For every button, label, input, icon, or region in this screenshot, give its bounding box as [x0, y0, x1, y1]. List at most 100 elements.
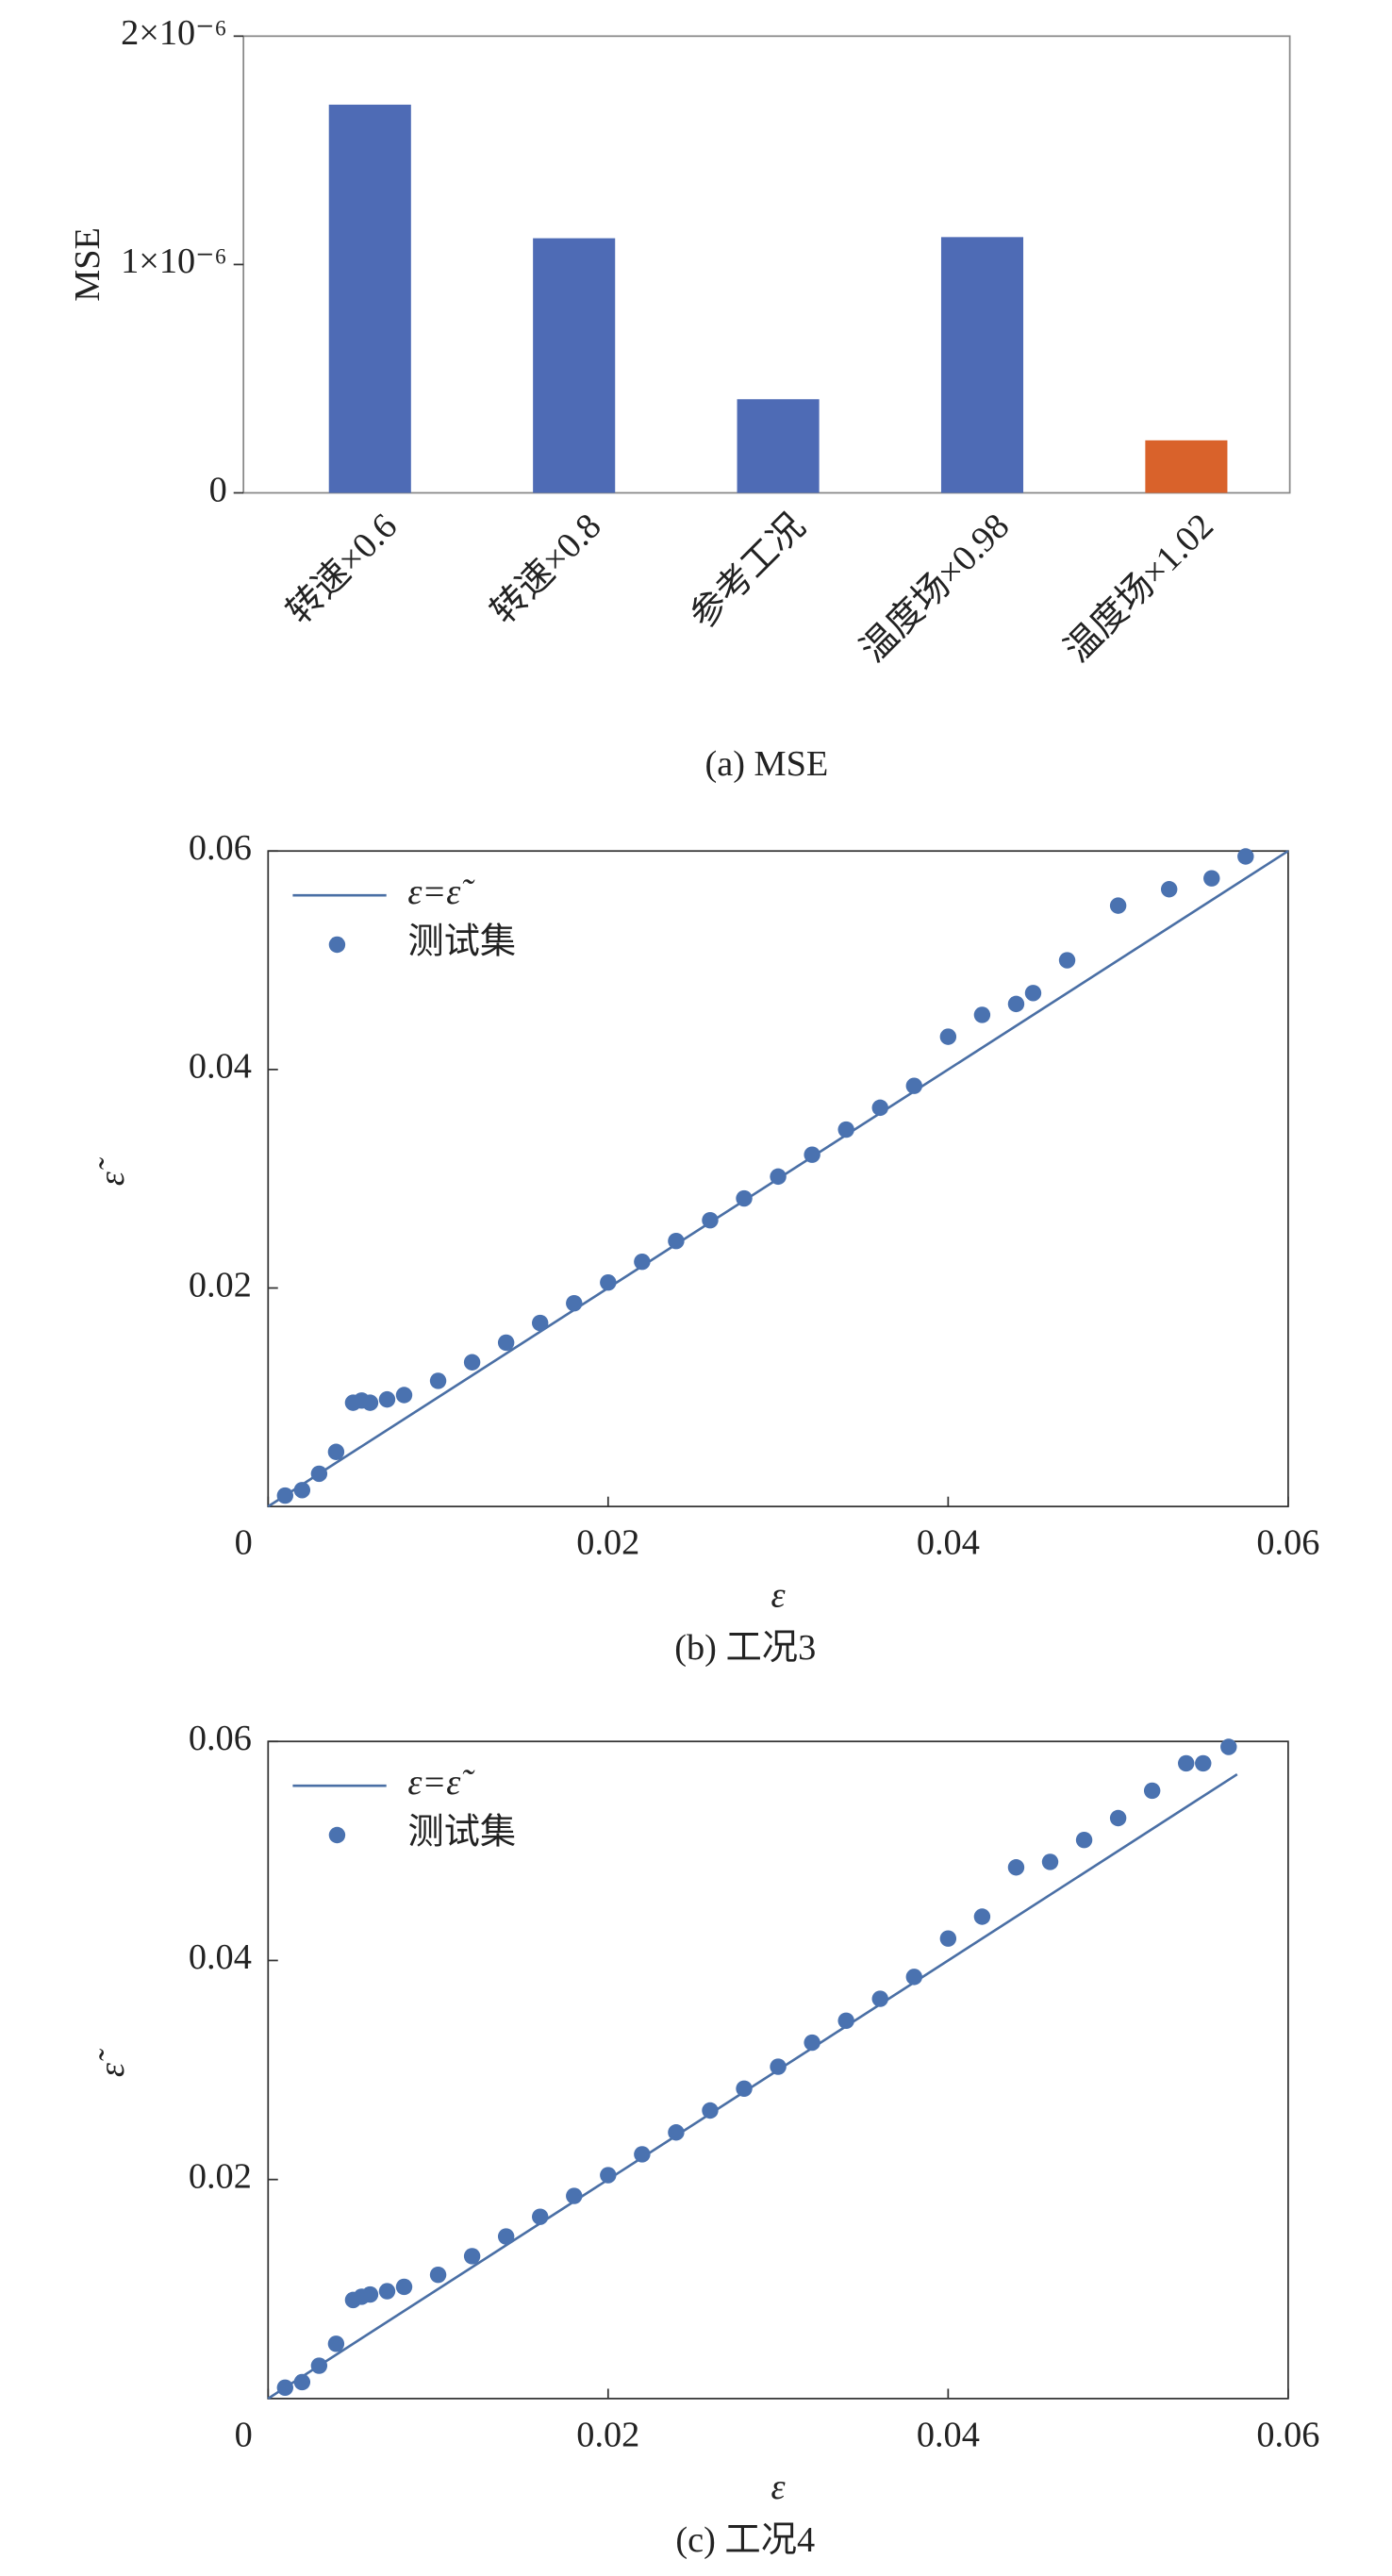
data-point [905, 1077, 923, 1094]
x-axis-label: ε [771, 2468, 787, 2507]
data-point [429, 2266, 447, 2284]
data-point [939, 1930, 957, 1947]
data-point [668, 2124, 685, 2141]
data-point [600, 1274, 617, 1291]
data-point [497, 1334, 515, 1352]
data-point [634, 1253, 651, 1271]
data-point [600, 2167, 617, 2184]
data-point [1075, 1832, 1093, 1849]
data-point [837, 2012, 854, 2030]
x-tick-label: 转速×0.6 [279, 507, 405, 632]
caption: (c) 工况4 [675, 2520, 815, 2560]
legend-swatch [328, 1826, 346, 1844]
data-point [736, 2080, 753, 2098]
data-point [702, 2102, 719, 2119]
data-point [532, 1314, 549, 1332]
data-point [429, 1372, 447, 1389]
data-point [566, 1295, 583, 1312]
data-point [327, 2335, 345, 2352]
y-tick-label: 0.06 [189, 828, 252, 868]
y-tick-label: 0.02 [189, 2156, 252, 2196]
bar [737, 399, 820, 493]
data-point [1237, 848, 1254, 865]
data-point [293, 1482, 311, 1499]
data-point [1160, 881, 1178, 898]
y-axis-label: ε̃ [92, 2048, 132, 2077]
data-point [837, 1121, 854, 1138]
plot-frame [267, 1740, 1289, 2400]
y-tick-label: 0.04 [189, 1047, 252, 1087]
y-axis-label: ε̃ [92, 1156, 132, 1186]
data-point [905, 1969, 923, 1986]
x-axis-label: ε [771, 1575, 787, 1615]
x-tick-label: 0.02 [576, 2415, 639, 2454]
x-tick-label: 0.06 [1256, 1523, 1319, 1563]
data-point [1058, 952, 1076, 969]
data-point [973, 1006, 991, 1023]
data-point [497, 2228, 515, 2245]
data-point [804, 1146, 820, 1163]
data-point [1007, 995, 1025, 1013]
y-tick-label: 1×10⁻⁶ [121, 241, 227, 281]
data-point [378, 1390, 396, 1408]
data-point [361, 1394, 379, 1411]
data-point [310, 1465, 328, 1483]
data-point [770, 1168, 787, 1186]
x-tick-label: 温度场×0.98 [853, 506, 1017, 670]
bar [1145, 440, 1228, 493]
data-point [668, 1232, 685, 1250]
data-point [276, 1487, 294, 1504]
data-point [361, 2285, 379, 2303]
data-point [634, 2146, 651, 2163]
data-point [532, 2208, 549, 2225]
data-point [293, 2373, 311, 2391]
x-tick-label: 0 [235, 2415, 253, 2454]
data-point [939, 1028, 957, 1045]
data-point [1220, 1738, 1237, 1755]
data-point [1109, 1809, 1127, 1827]
data-point [378, 2283, 396, 2300]
data-point [310, 2357, 328, 2374]
y-tick-label: 0.04 [189, 1937, 252, 1977]
reference-line [267, 1772, 1238, 2400]
x-tick-label: 转速×0.8 [484, 507, 609, 632]
data-point [1024, 985, 1042, 1002]
data-point [973, 1908, 991, 1925]
legend-label: ε=ε̃ [407, 873, 475, 912]
data-point [736, 1189, 753, 1207]
data-point [1007, 1859, 1025, 1876]
bar [533, 238, 616, 493]
bar [328, 104, 411, 493]
caption: (b) 工况3 [674, 1628, 816, 1668]
data-point [1041, 1853, 1059, 1870]
bar [940, 237, 1024, 493]
y-tick-label: 0.06 [189, 1719, 252, 1758]
data-point [327, 1443, 345, 1460]
data-point [1195, 1754, 1212, 1772]
plot-frame [267, 850, 1289, 1508]
y-tick-label: 0 [209, 470, 227, 509]
legend-swatch [328, 936, 346, 954]
legend-label: ε=ε̃ [407, 1763, 475, 1803]
data-point [395, 2278, 413, 2296]
data-point [1203, 870, 1220, 887]
x-tick-label: 0 [235, 1523, 253, 1563]
x-tick-label: 0.04 [917, 1523, 980, 1563]
data-point [871, 1099, 888, 1117]
data-point [395, 1387, 413, 1404]
legend-label: 测试集 [407, 922, 516, 961]
x-tick-label: 参考工况 [682, 506, 813, 637]
data-point [276, 2379, 294, 2396]
data-point [804, 2034, 820, 2052]
data-point [1109, 897, 1127, 914]
x-tick-label: 0.06 [1256, 2415, 1319, 2454]
data-point [1178, 1754, 1195, 1772]
data-point [702, 1211, 719, 1229]
x-tick-label: 0.04 [917, 2415, 980, 2454]
legend-label: 测试集 [407, 1812, 516, 1852]
data-point [1143, 1782, 1161, 1800]
caption: (a) MSE [704, 744, 828, 784]
y-tick-label: 0.02 [189, 1265, 252, 1305]
